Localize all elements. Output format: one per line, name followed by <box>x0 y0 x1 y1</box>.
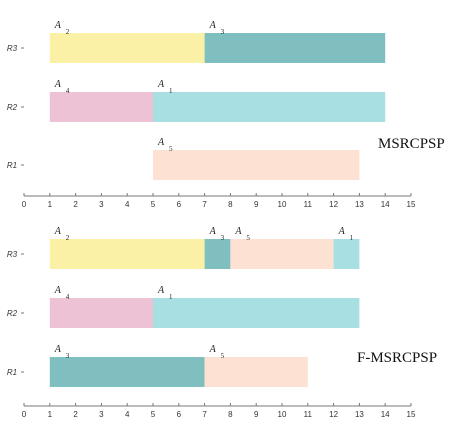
bar-r3-a3 <box>204 33 386 63</box>
x-tick-label: 8 <box>228 410 233 419</box>
x-tick-label: 10 <box>278 410 287 419</box>
x-tick-label: 0 <box>22 200 27 209</box>
activity-label: A <box>54 344 62 355</box>
activity-index: 4 <box>66 293 70 301</box>
activity-index: 3 <box>221 234 225 242</box>
x-tick-label: 12 <box>329 410 338 419</box>
resource-label-r1: R1 <box>7 368 17 377</box>
x-tick-label: 10 <box>278 200 287 209</box>
resource-label-r3: R3 <box>7 250 18 259</box>
activity-label: A <box>338 226 346 237</box>
x-tick-label: 14 <box>381 410 390 419</box>
activity-index: 1 <box>169 87 173 95</box>
x-tick-label: 13 <box>355 200 364 209</box>
bar-r1-a3 <box>49 357 205 387</box>
x-tick-label: 0 <box>22 410 27 419</box>
bar-r3-a2 <box>49 33 205 63</box>
x-tick-label: 9 <box>254 410 259 419</box>
activity-label: A <box>54 20 62 31</box>
panel-title: MSRCPSP <box>378 136 445 152</box>
panel-title: F-MSRCPSP <box>357 350 437 366</box>
x-tick-label: 4 <box>125 200 130 209</box>
x-tick-label: 5 <box>151 200 156 209</box>
x-tick-label: 1 <box>48 410 53 419</box>
x-tick-label: 6 <box>177 410 182 419</box>
activity-index: 2 <box>66 28 70 36</box>
bar-r1-a5 <box>153 150 360 180</box>
x-tick-label: 5 <box>151 410 156 419</box>
x-tick-label: 15 <box>407 200 416 209</box>
activity-label: A <box>54 285 62 296</box>
activity-label: A <box>209 344 217 355</box>
x-tick-label: 15 <box>407 410 416 419</box>
bar-r2-a1 <box>153 298 360 328</box>
x-tick-label: 2 <box>73 410 78 419</box>
activity-label: A <box>209 20 217 31</box>
resource-label-r2: R2 <box>7 103 18 112</box>
activity-label: A <box>157 79 165 90</box>
activity-index: 1 <box>350 234 354 242</box>
x-tick-label: 1 <box>48 200 53 209</box>
activity-label: A <box>54 226 62 237</box>
activity-index: 1 <box>169 293 173 301</box>
bar-r2-a4 <box>49 92 153 122</box>
bar-r1-a5 <box>204 357 308 387</box>
activity-index: 4 <box>66 87 70 95</box>
bar-r3-a3 <box>204 239 231 269</box>
bar-r2-a4 <box>49 298 153 328</box>
x-tick-label: 9 <box>254 200 259 209</box>
x-tick-label: 2 <box>73 200 78 209</box>
x-tick-label: 7 <box>202 410 207 419</box>
activity-index: 3 <box>66 352 70 360</box>
x-tick-label: 13 <box>355 410 364 419</box>
x-tick-label: 11 <box>304 410 313 419</box>
resource-label-r3: R3 <box>7 44 18 53</box>
x-tick-label: 8 <box>228 200 233 209</box>
activity-label: A <box>157 285 165 296</box>
x-tick-label: 12 <box>329 200 338 209</box>
activity-index: 2 <box>66 234 70 242</box>
x-tick-label: 7 <box>202 200 207 209</box>
x-tick-label: 14 <box>381 200 390 209</box>
activity-label: A <box>234 226 242 237</box>
activity-label: A <box>209 226 217 237</box>
activity-index: 5 <box>246 234 250 242</box>
x-tick-label: 6 <box>177 200 182 209</box>
bar-r3-a2 <box>49 239 205 269</box>
bar-r3-a5 <box>230 239 334 269</box>
x-tick-label: 3 <box>99 200 104 209</box>
activity-index: 5 <box>169 145 173 153</box>
resource-label-r1: R1 <box>7 161 17 170</box>
x-tick-label: 3 <box>99 410 104 419</box>
activity-index: 3 <box>221 28 225 36</box>
x-tick-label: 4 <box>125 410 130 419</box>
activity-label: A <box>157 137 165 148</box>
bar-r2-a1 <box>153 92 386 122</box>
resource-label-r2: R2 <box>7 309 18 318</box>
bar-r3-a1 <box>333 239 360 269</box>
x-tick-label: 11 <box>304 200 313 209</box>
activity-index: 5 <box>221 352 225 360</box>
activity-label: A <box>54 79 62 90</box>
